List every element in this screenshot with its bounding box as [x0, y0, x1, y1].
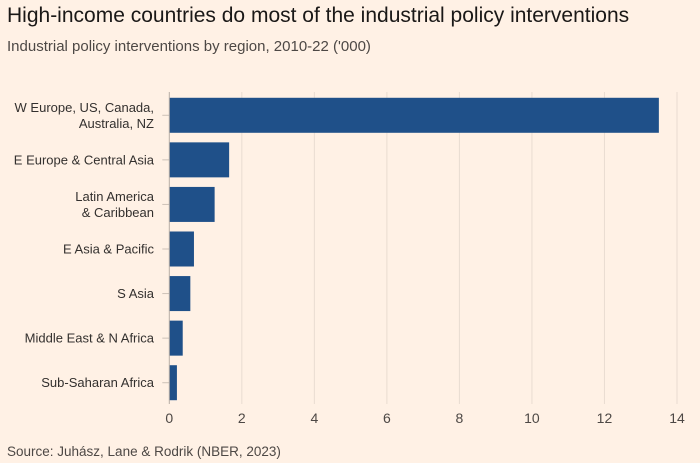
bar	[169, 186, 215, 222]
x-tick-label: 2	[238, 410, 246, 426]
chart-title: High-income countries do most of the ind…	[7, 4, 630, 27]
x-tick-label: 0	[165, 410, 173, 426]
category-label: Sub-Saharan Africa	[41, 375, 155, 390]
bar	[169, 365, 177, 401]
bar	[169, 320, 183, 356]
bar	[169, 142, 230, 178]
x-tick-label: 6	[383, 410, 391, 426]
x-tick-label: 14	[669, 410, 685, 426]
category-label: & Caribbean	[82, 205, 154, 220]
x-tick-label: 10	[524, 410, 540, 426]
category-label: Middle East & N Africa	[25, 331, 155, 346]
x-tick-label: 4	[310, 410, 318, 426]
bar	[169, 97, 659, 133]
category-label: Australia, NZ	[79, 116, 154, 131]
bar	[169, 231, 194, 267]
chart-subtitle: Industrial policy interventions by regio…	[7, 38, 371, 55]
source-note: Source: Juhász, Lane & Rodrik (NBER, 202…	[7, 444, 281, 459]
x-tick-label: 12	[597, 410, 613, 426]
category-label: E Asia & Pacific	[63, 242, 155, 257]
x-tick-label: 8	[456, 410, 464, 426]
category-label: Latin America	[75, 189, 155, 204]
category-label: W Europe, US, Canada,	[15, 100, 154, 115]
category-label: E Europe & Central Asia	[14, 152, 155, 167]
bar	[169, 276, 191, 312]
category-label: S Asia	[117, 286, 155, 301]
